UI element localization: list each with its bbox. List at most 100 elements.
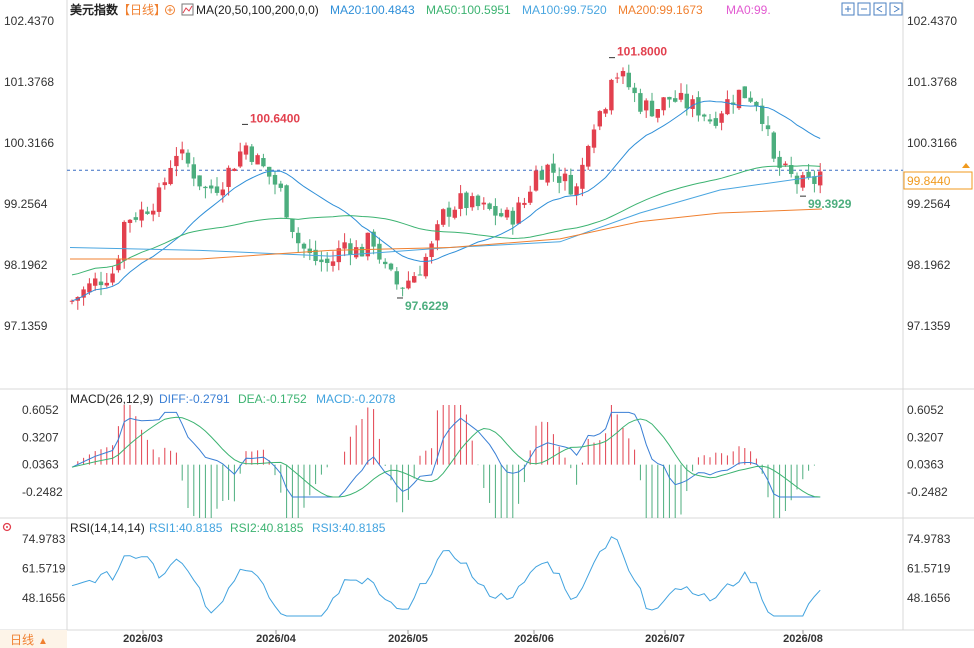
candle-body xyxy=(620,71,626,77)
macd-tick-left: -0.2482 xyxy=(22,485,63,499)
candle-body xyxy=(632,87,637,94)
time-tick-label: 2026/03 xyxy=(123,633,163,645)
candle-body xyxy=(638,93,643,112)
candle-body xyxy=(725,99,730,115)
candle-body xyxy=(783,163,788,166)
candle-body xyxy=(185,152,191,164)
candle-body xyxy=(238,151,243,167)
candle-body xyxy=(586,145,591,167)
candle-body xyxy=(760,105,765,124)
low-annotation: 97.6229 xyxy=(405,299,449,313)
price-tick-left: 101.3768 xyxy=(4,75,54,89)
add-circle-icon[interactable] xyxy=(165,5,175,15)
macd-label: MACD(26,12,9) xyxy=(70,392,153,406)
rsi-label: RSI(14,14,14) xyxy=(70,521,145,535)
macd-tick-left: 0.0363 xyxy=(22,458,59,472)
candle-body xyxy=(615,77,620,79)
rsi-panel xyxy=(71,536,821,617)
candle-body xyxy=(713,118,718,126)
candle-body xyxy=(110,273,115,283)
candle-body xyxy=(383,261,388,265)
candle-body xyxy=(296,232,301,244)
candle-body xyxy=(452,209,457,218)
candle-body xyxy=(145,211,150,214)
price-tick-left: 98.1962 xyxy=(4,258,48,272)
candle-body xyxy=(742,86,747,99)
price-tick-right: 100.3166 xyxy=(907,136,957,150)
candle-body xyxy=(522,202,527,205)
current-price-tag: 99.8440 xyxy=(903,163,973,190)
candle-body xyxy=(162,182,167,186)
candle-body xyxy=(127,219,133,223)
period-switch[interactable] xyxy=(0,630,67,648)
move-left-icon[interactable] xyxy=(873,2,887,16)
candle-body xyxy=(754,101,759,107)
candle-body xyxy=(359,246,365,257)
candle-body xyxy=(591,129,597,148)
period-tag[interactable]: 【日线】 xyxy=(118,3,166,17)
candle-body xyxy=(365,232,370,257)
rsi-settings-icon[interactable] xyxy=(2,522,12,532)
candle-body xyxy=(435,224,440,241)
candle-body xyxy=(98,281,104,286)
period-arrow-icon[interactable]: ▲ xyxy=(38,636,48,647)
candle-body xyxy=(307,248,312,254)
candle-body xyxy=(557,176,562,183)
candle-body xyxy=(284,185,289,218)
macd-tick-right: 0.6052 xyxy=(907,403,944,417)
rsi-line xyxy=(71,536,821,617)
candle-body xyxy=(487,203,492,209)
candle-body xyxy=(597,111,602,127)
candle-body xyxy=(777,156,782,168)
candlestick-series xyxy=(69,64,823,310)
rsi2-legend: RSI2:40.8185 xyxy=(230,521,304,535)
time-tick-label: 2026/04 xyxy=(256,633,297,645)
candle-body xyxy=(562,173,568,182)
candle-body xyxy=(278,183,283,188)
price-tick-left: 97.1359 xyxy=(4,319,48,333)
candle-body xyxy=(800,175,805,188)
candle-body xyxy=(423,256,428,277)
candle-body xyxy=(441,209,446,225)
low-annotation: 99.3929 xyxy=(808,197,852,211)
candle-body xyxy=(533,170,539,191)
price-tick-right: 97.1359 xyxy=(907,319,951,333)
candle-body xyxy=(371,231,376,247)
candle-body xyxy=(174,155,179,167)
rsi-tick-right: 74.9783 xyxy=(907,532,951,546)
rsi1-legend: RSI1:40.8185 xyxy=(149,521,223,535)
rsi-tick-left: 48.1656 xyxy=(22,591,66,605)
candle-body xyxy=(818,171,823,186)
ma20-line xyxy=(71,100,821,302)
ma-label: MA(20,50,100,200,0,0) xyxy=(196,3,319,17)
ma-toggle-icon[interactable] xyxy=(181,3,194,16)
bottom-period-label[interactable]: 日线 xyxy=(10,633,34,647)
price-tick-right: 99.2564 xyxy=(907,197,951,211)
macd-tick-left: 0.3207 xyxy=(22,430,59,444)
ma100-line xyxy=(69,175,823,257)
candle-body xyxy=(603,109,608,114)
rsi-tick-right: 61.5719 xyxy=(907,562,951,576)
rsi-tick-right: 48.1656 xyxy=(907,591,951,605)
rsi-tick-left: 61.5719 xyxy=(22,562,66,576)
candle-body xyxy=(499,213,504,217)
candle-body xyxy=(696,97,701,116)
candle-body xyxy=(87,283,92,293)
candle-body xyxy=(678,92,684,100)
zoom-out-icon[interactable] xyxy=(857,2,871,16)
candle-body xyxy=(388,263,394,270)
candle-body xyxy=(214,186,220,193)
candle-body xyxy=(446,207,452,217)
candle-body xyxy=(655,109,660,118)
zoom-in-icon[interactable] xyxy=(841,2,855,16)
macd-tick-right: 0.0363 xyxy=(907,458,944,472)
move-right-icon[interactable] xyxy=(889,2,903,16)
candle-body xyxy=(789,165,794,174)
candle-body xyxy=(551,163,556,173)
candle-body xyxy=(470,196,475,208)
moving-average-lines xyxy=(69,100,823,302)
candle-body xyxy=(394,271,399,285)
macd-tick-right: 0.3207 xyxy=(907,430,944,444)
candle-body xyxy=(255,155,260,165)
